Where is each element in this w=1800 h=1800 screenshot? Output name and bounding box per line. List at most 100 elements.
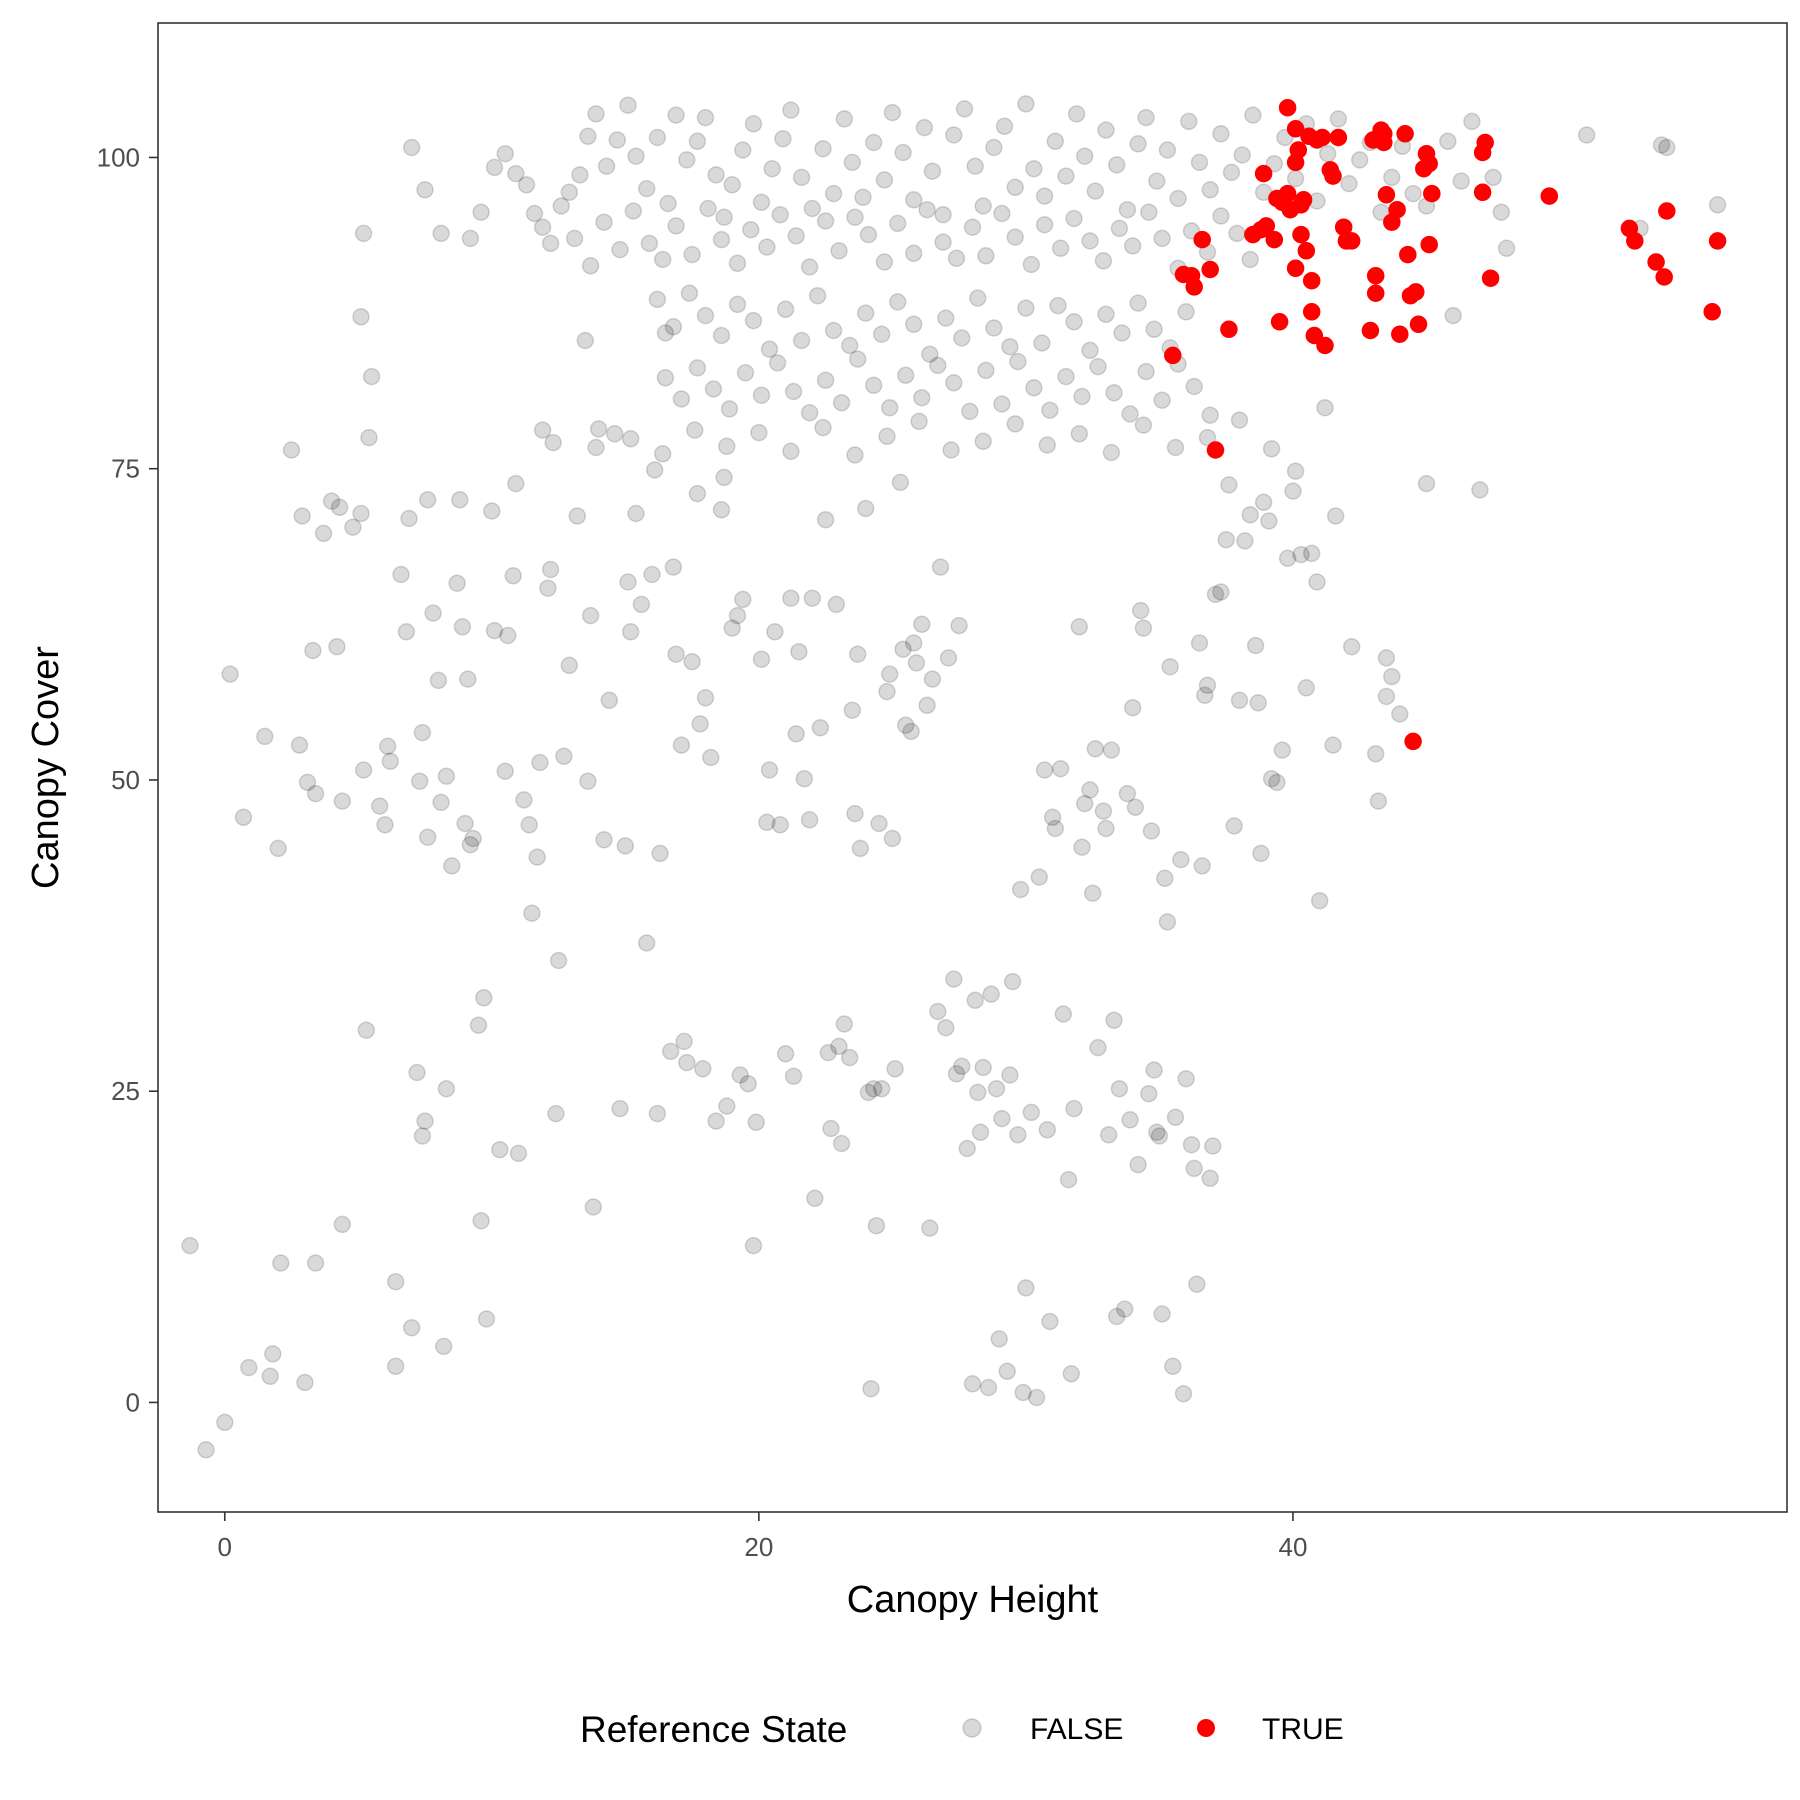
- point-false: [792, 168, 811, 187]
- point-false: [354, 761, 373, 779]
- point-false: [1148, 172, 1166, 190]
- point-false: [1027, 1388, 1046, 1407]
- point-false: [560, 183, 579, 202]
- point-false: [1006, 415, 1024, 433]
- point-false: [843, 701, 862, 719]
- point-false: [1062, 1365, 1081, 1383]
- point-false: [1342, 637, 1361, 656]
- point-false: [696, 689, 715, 707]
- point-false: [627, 504, 645, 523]
- point-false: [822, 1119, 840, 1138]
- point-false: [667, 106, 685, 124]
- point-false: [1153, 1305, 1171, 1323]
- point-false: [1302, 544, 1321, 563]
- point-false: [416, 181, 434, 199]
- point-false: [950, 616, 968, 635]
- point-false: [867, 1216, 886, 1235]
- point-false: [782, 101, 800, 119]
- point-false: [691, 715, 709, 733]
- point-false: [1129, 135, 1147, 153]
- point-false: [832, 393, 851, 412]
- point-false: [1577, 126, 1596, 144]
- legend: Reference State FALSE TRUE: [580, 1709, 1344, 1750]
- point-false: [752, 193, 771, 212]
- point-false: [541, 234, 560, 253]
- point-false: [1284, 482, 1302, 500]
- point-false: [806, 1189, 824, 1208]
- point-false: [1391, 705, 1409, 723]
- point-false: [354, 224, 373, 243]
- point-false: [846, 208, 864, 226]
- point-false: [370, 797, 389, 815]
- point-false: [675, 1032, 693, 1051]
- point-false: [985, 319, 1003, 337]
- point-false: [955, 100, 974, 118]
- point-false: [902, 722, 920, 741]
- point-false: [1241, 506, 1259, 524]
- point-false: [886, 1060, 904, 1078]
- point-false: [1065, 1099, 1083, 1118]
- point-false: [816, 510, 835, 529]
- point-false: [667, 217, 685, 235]
- point-false: [977, 361, 995, 380]
- point-false: [611, 1099, 629, 1118]
- point-false: [552, 197, 570, 215]
- point-false: [256, 727, 274, 746]
- point-false: [864, 1079, 883, 1098]
- point-false: [966, 157, 984, 175]
- point-false: [1140, 203, 1158, 221]
- point-false: [929, 356, 947, 375]
- point-false: [800, 403, 819, 422]
- point-true: [1407, 283, 1425, 301]
- point-false: [432, 224, 450, 243]
- point-false: [418, 491, 437, 509]
- point-false: [846, 804, 864, 823]
- point-false: [904, 315, 923, 334]
- point-false: [1105, 1011, 1123, 1029]
- point-false: [290, 736, 309, 754]
- point-false: [402, 138, 421, 157]
- point-false: [533, 421, 552, 439]
- point-false: [1377, 649, 1396, 667]
- point-false: [1297, 679, 1316, 697]
- point-false: [1145, 1061, 1163, 1079]
- point-false: [883, 103, 902, 122]
- point-false: [1249, 694, 1267, 712]
- point-false: [234, 808, 253, 827]
- point-false: [1172, 850, 1190, 869]
- point-false: [1484, 168, 1502, 187]
- point-false: [1118, 784, 1137, 803]
- point-false: [1075, 794, 1094, 813]
- point-false: [760, 761, 779, 779]
- point-false: [1137, 362, 1155, 381]
- point-false: [434, 1337, 453, 1356]
- point-false: [1035, 215, 1054, 234]
- point-false: [1145, 320, 1163, 339]
- point-false: [386, 1357, 405, 1376]
- point-true: [1257, 217, 1276, 235]
- point-false: [1329, 110, 1348, 128]
- point-false: [904, 191, 923, 209]
- point-false: [872, 325, 891, 343]
- point-false: [688, 484, 707, 503]
- point-false: [1017, 299, 1035, 317]
- point-false: [648, 128, 667, 147]
- point-true: [1655, 268, 1673, 286]
- point-false: [600, 691, 619, 710]
- point-false: [216, 1413, 234, 1432]
- point-false: [451, 491, 469, 509]
- point-false: [907, 654, 926, 672]
- point-false: [883, 829, 902, 848]
- point-false: [667, 645, 685, 663]
- point-false: [453, 618, 472, 636]
- point-false: [1193, 857, 1211, 875]
- point-false: [843, 153, 862, 172]
- point-false: [734, 141, 752, 159]
- point-false: [272, 1254, 290, 1272]
- point-false: [1246, 636, 1265, 655]
- point-false: [1708, 196, 1727, 214]
- point-false: [653, 250, 672, 269]
- point-true: [1286, 120, 1305, 138]
- point-false: [731, 1066, 749, 1084]
- point-false: [595, 830, 613, 849]
